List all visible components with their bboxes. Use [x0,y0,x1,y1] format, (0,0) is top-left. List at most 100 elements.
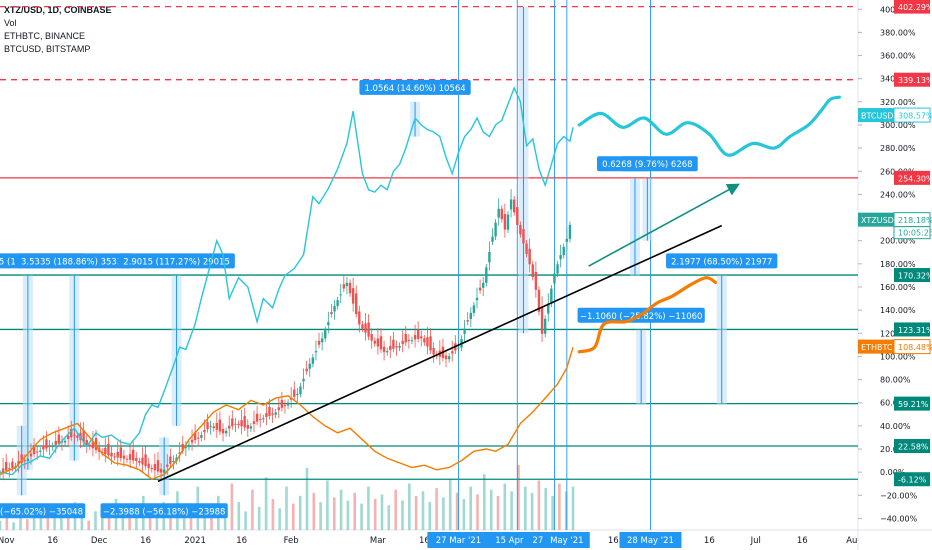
candle-body [26,458,30,462]
candle-body [364,323,367,333]
volume-bar [483,474,486,530]
candle-body [327,322,330,326]
volume-bar [333,497,336,530]
level-axis-box [894,268,930,283]
candle-body [258,419,262,421]
level-axis-label: 22.58% [898,443,929,452]
candle-body [107,443,110,456]
volume-bar [182,508,186,530]
volume-bar [298,495,302,530]
x-tick-label: Nov [0,536,14,546]
y-tick-label: 360.00% [880,52,916,61]
candle-body [135,457,138,462]
candle-body [525,243,528,254]
candle-body [500,208,503,220]
x-highlight-box [543,532,590,548]
level-axis-box [894,322,930,337]
legend-symbol[interactable]: XTZ/USD, 1D, COINBASE [4,5,112,15]
candle-body [540,306,544,334]
candle-body [469,312,473,320]
candle-body [506,214,510,230]
volume-bar [305,468,309,530]
candle-body [317,340,321,345]
volume-bar [421,491,425,531]
candle-body [348,282,352,294]
projection-arrow [588,183,741,267]
volume-bar [169,516,172,530]
volume-bar [128,517,131,530]
candle-body [249,426,253,429]
candle-body [1,468,5,473]
x-highlight-label: May '21 [550,536,583,546]
candle-body [466,320,469,322]
candle-body [116,451,119,458]
level-axis-box [894,72,930,87]
y-tick-label: 200.00% [880,237,916,246]
x-highlight-label: 28 May '21 [627,536,674,546]
candle-body [311,357,315,364]
volume-bar [360,503,363,530]
candle-body [382,346,386,353]
candle-body [218,419,222,432]
candle-body [209,426,212,428]
volume-bar [408,483,411,530]
volume-bar [189,511,193,530]
candle-body [184,447,188,449]
candle-body [432,347,435,355]
candle-body [472,305,476,313]
volume-bar [66,517,70,530]
candle-body [543,318,547,334]
candle-body [243,416,246,428]
candle-body [339,294,342,296]
candle-body [141,457,144,465]
candle-body [8,468,11,470]
candle-body [252,421,256,424]
candle-body [203,429,206,433]
candle-body [274,412,277,415]
level-axis-box [894,472,930,487]
volume-bar [373,499,377,530]
legend-overlay-ethbtc[interactable]: ETHBTC, BINANCE [4,31,86,41]
legend-vol[interactable]: Vol [4,18,17,28]
level-axis-label: 170.32% [898,272,932,281]
candle-body [299,386,302,394]
candle-body [512,199,516,213]
volume-bar [121,513,125,531]
candle-body [193,432,197,441]
x-highlight-label: 27 Mar '21 [436,536,481,546]
measurement-label-box [359,79,471,95]
x-highlight-box [427,532,490,548]
candle-body [156,460,160,472]
candle-body [23,460,26,462]
candle-body [355,293,358,315]
candle-body [361,324,364,329]
candle-body [482,282,485,288]
candle-body [488,251,491,263]
series-name-label: ETHBTC [861,343,893,352]
volume-bar [367,486,370,530]
candle-body [200,434,203,438]
x-tick-label: 16 [47,536,58,546]
countdown-box [893,226,931,240]
volume-bar [264,477,268,530]
candle-body [475,297,479,301]
candle-body [407,339,411,341]
candle-body [169,456,172,464]
legend-overlay-btcusd[interactable]: BTCUSD, BITSTAMP [4,44,91,54]
candle-body [125,458,129,460]
candle-body [228,425,231,429]
candle-body [565,238,569,242]
volume-bar [39,516,43,530]
candle-body [29,453,33,457]
support-trendline [157,224,723,483]
series-name-box [858,108,894,123]
candle-body [63,440,67,443]
candle-body [528,248,531,265]
level-axis-label: -6.12% [898,476,927,485]
y-tick-label: 100.00% [880,352,916,361]
candle-body [66,435,70,440]
candle-body [559,255,562,260]
candle-body [181,443,184,451]
volume-bar [292,503,295,530]
